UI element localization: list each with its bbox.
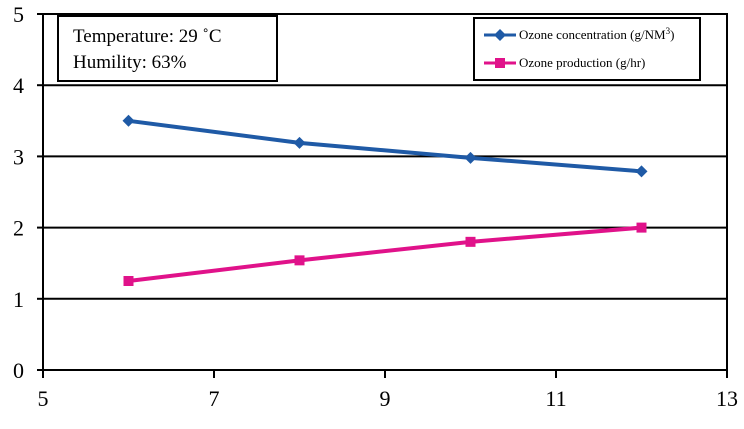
x-tick-label: 7: [209, 386, 220, 411]
data-point-0-1: [293, 136, 306, 149]
series-lines: [128, 118, 642, 283]
data-point-0-3: [635, 165, 648, 178]
annotation-temperature: Temperature: 29 ˚C: [73, 26, 222, 47]
data-point-1-3: [636, 222, 647, 233]
x-tick-label: 11: [545, 386, 566, 411]
gridlines: [43, 84, 727, 300]
series-markers: [122, 114, 648, 286]
data-point-1-0: [123, 276, 134, 286]
annotation-box-frame: [57, 15, 278, 82]
legend-items: Ozone concentration (g/NM3) Ozone product…: [484, 26, 674, 70]
legend-swatch-marker-0: [494, 29, 506, 41]
y-tick-label: 1: [13, 287, 24, 312]
y-tick-label: 0: [13, 358, 24, 383]
x-tick-label: 5: [38, 386, 49, 411]
axes: 0 1 2 3 4 5 5 7 9 11 13: [13, 2, 738, 411]
series-line-1: [128, 225, 642, 283]
legend: Ozone concentration (g/NM3) Ozone product…: [473, 17, 701, 81]
legend-frame: [473, 17, 701, 81]
x-tick-label: 9: [380, 386, 391, 411]
y-tick-label: 3: [13, 144, 24, 169]
legend-swatch-marker-1: [495, 58, 505, 68]
annotation-box: Temperature: 29 ˚C Humility: 63%: [57, 15, 278, 82]
data-point-0-2: [464, 151, 477, 164]
series-line-0: [128, 118, 642, 174]
annotation-humidity: Humility: 63%: [73, 52, 187, 73]
data-point-1-1: [294, 255, 305, 266]
y-tick-label: 2: [13, 216, 24, 241]
data-point-1-2: [465, 236, 476, 247]
x-tick-label: 13: [716, 386, 738, 411]
y-tick-label: 4: [13, 73, 24, 98]
legend-label-1: Ozone production (g/hr): [519, 55, 645, 70]
y-tick-label: 5: [13, 2, 24, 27]
data-point-0-0: [122, 114, 135, 127]
legend-label-0: Ozone concentration (g/NM3): [519, 26, 674, 42]
